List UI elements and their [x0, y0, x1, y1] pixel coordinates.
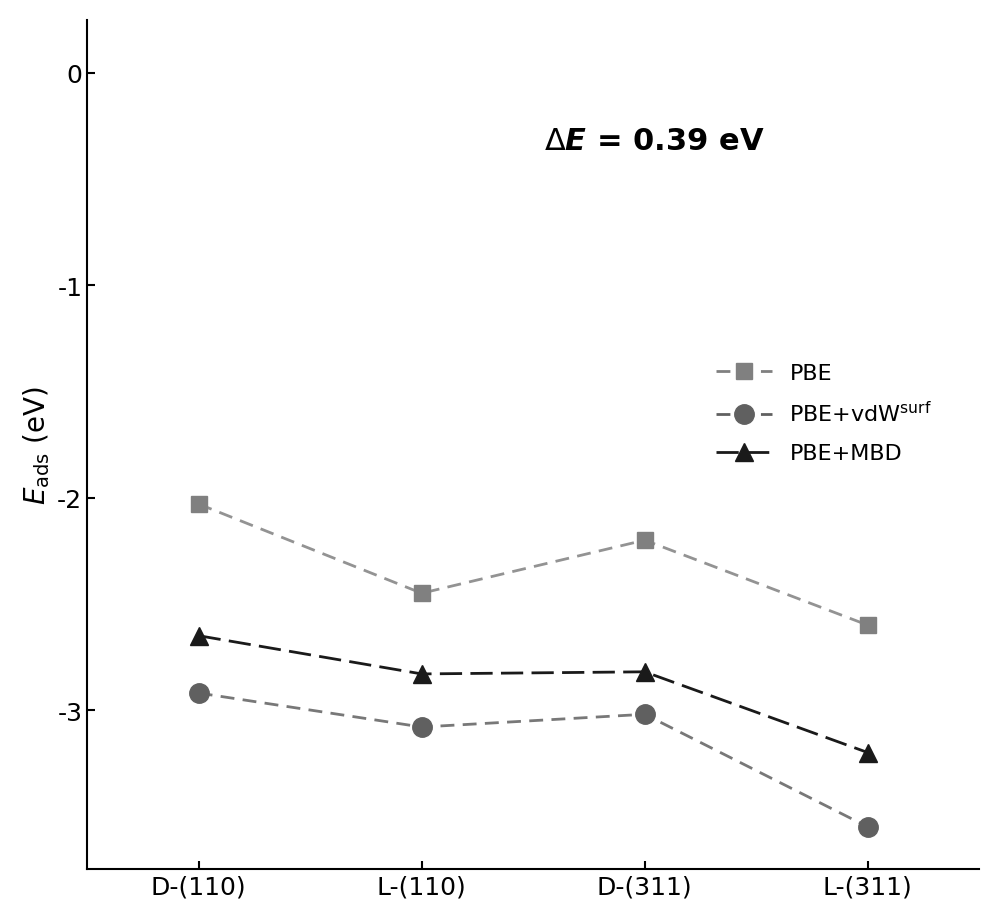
- Legend: PBE, PBE+vdW$^{\mathrm{surf}}$, PBE+MBD: PBE, PBE+vdW$^{\mathrm{surf}}$, PBE+MBD: [707, 355, 941, 472]
- Text: $\Delta\bfit{E}$ = 0.39 eV: $\Delta\bfit{E}$ = 0.39 eV: [544, 127, 765, 156]
- Y-axis label: $E_{\mathrm{ads}}$ (eV): $E_{\mathrm{ads}}$ (eV): [21, 386, 52, 505]
